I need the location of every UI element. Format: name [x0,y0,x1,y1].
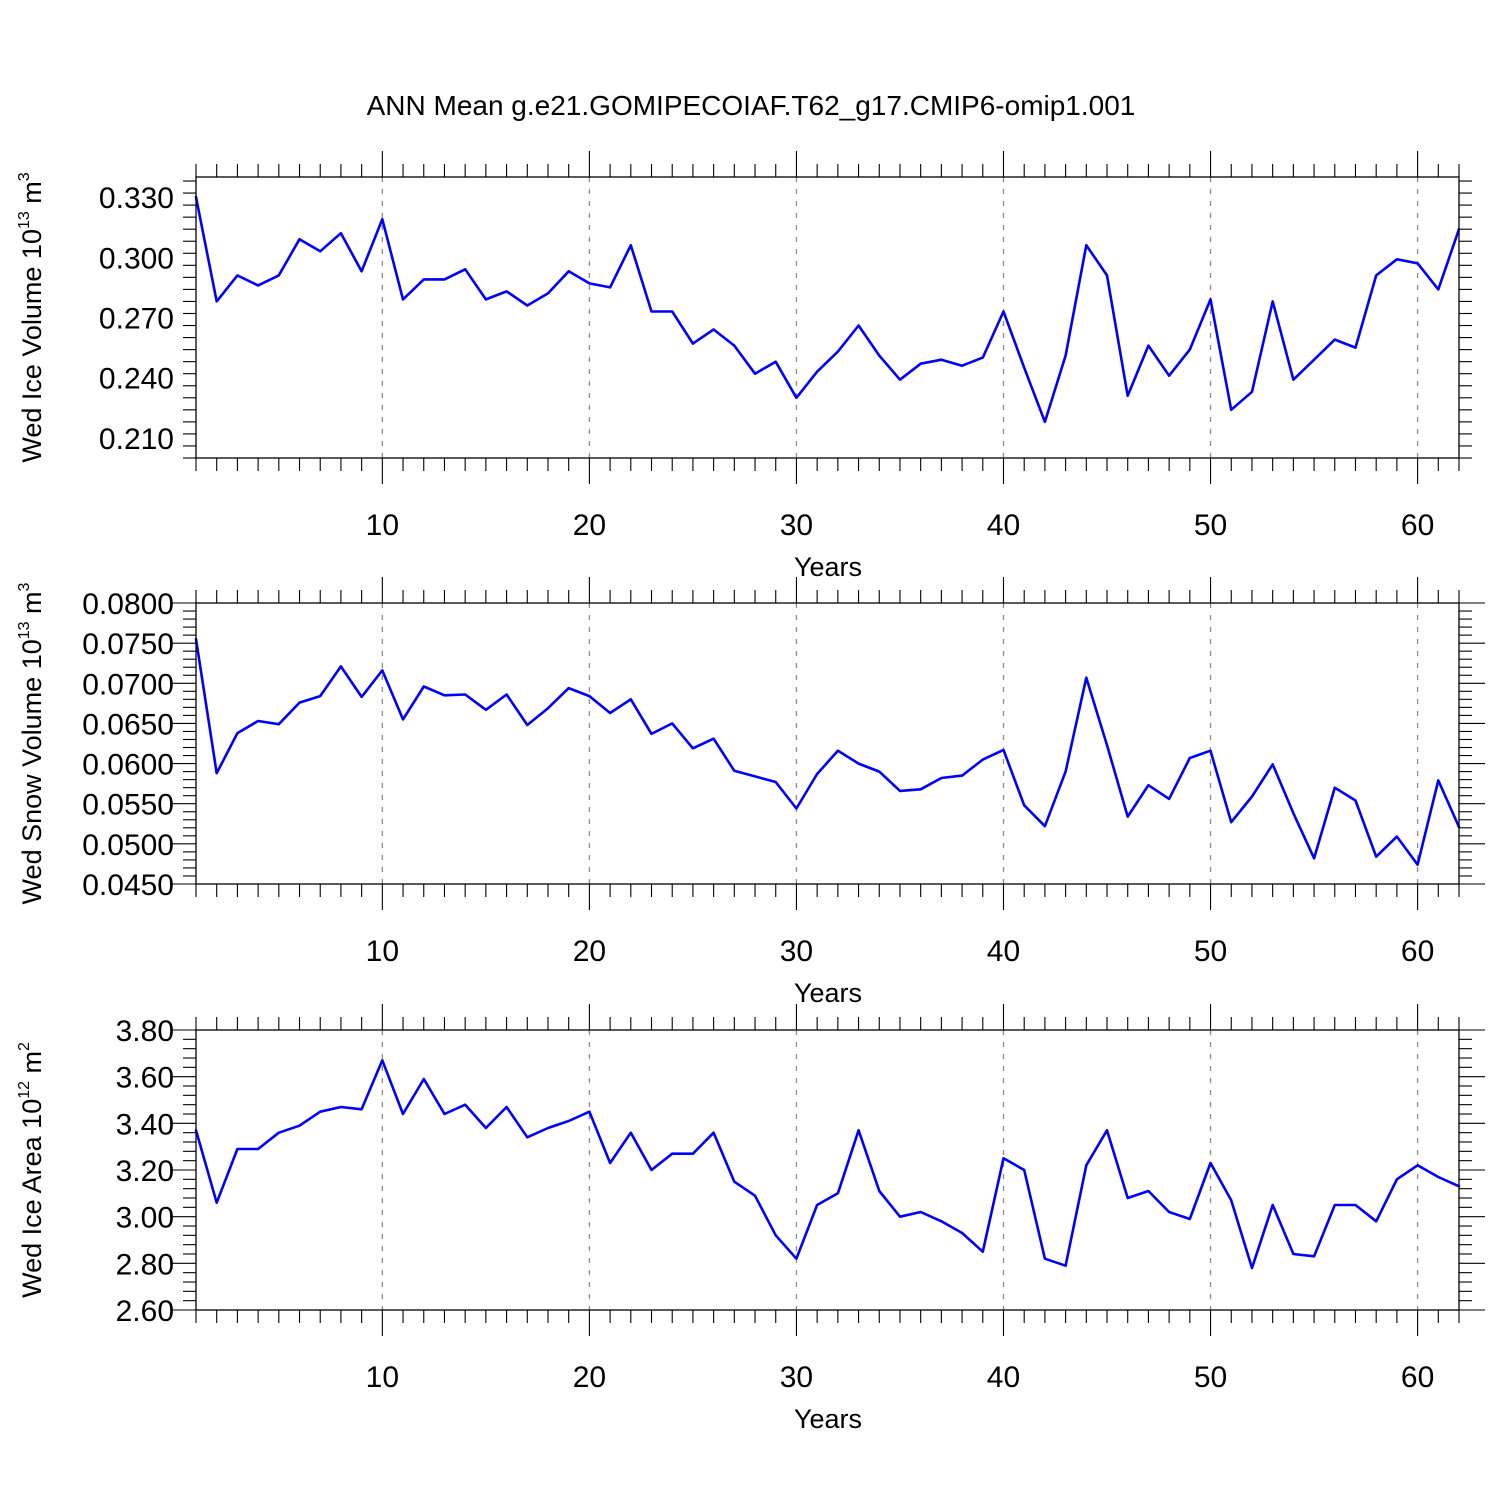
snow-volume-ytick-label: 0.0700 [82,668,174,701]
ice-volume-plot-frame [195,176,1460,459]
chart-ice-volume: 0.210 0.240 0.270 0.300 0.330 10 20 30 40 50 60 Yea… [16,151,1472,582]
ice-area-ytick-label: 3.00 [116,1202,174,1235]
ice-area-series-line [194,1059,1461,1270]
ice-volume-series-line [194,195,1461,424]
chart-ice-area: 2.60 2.80 3.00 3.20 3.40 3.60 3.80 10 20 30 40 50 60… [16,1004,1485,1434]
snow-volume-y-axis-label: Wed Snow Volume 1013 m3 [16,582,47,904]
ice-area-ytick-label: 3.40 [116,1108,174,1141]
ice-area-plot-frame [195,1029,1460,1311]
snow-volume-ytick-label: 0.0800 [82,588,174,621]
snow-volume-ytick-label: 0.0750 [82,628,174,661]
snow-volume-ytick-label: 0.0600 [82,749,174,782]
ice-volume-xtick-label: 20 [573,509,606,542]
ice-area-xtick-label: 40 [987,1361,1020,1394]
snow-volume-plot-frame [195,602,1460,885]
chart-snow-volume: 0.0450 0.0500 0.0550 0.0600 0.0650 0.0700 0.07… [16,577,1485,1008]
ice-volume-xtick-label: 50 [1194,509,1227,542]
snow-volume-xtick-label: 60 [1401,935,1434,968]
ice-area-ytick-label: 3.20 [116,1155,174,1188]
ice-volume-x-axis-label: Years [794,552,862,582]
ice-area-xtick-label: 20 [573,1361,606,1394]
ice-volume-xtick-label: 30 [780,509,813,542]
ice-area-xtick-label: 60 [1401,1361,1434,1394]
snow-volume-x-axis-label: Years [794,978,862,1008]
ice-volume-ytick-label: 0.210 [99,423,174,456]
snow-volume-series-line [194,637,1461,866]
ice-area-x-axis-label: Years [794,1404,862,1434]
snow-volume-xtick-label: 20 [573,935,606,968]
ice-area-ytick-label: 2.60 [116,1295,174,1328]
panels: 0.210 0.240 0.270 0.300 0.330 10 20 30 40 50 60 Yea… [16,151,1485,1434]
ice-area-ytick-label: 3.80 [116,1015,174,1048]
ice-area-xtick-label: 50 [1194,1361,1227,1394]
ice-volume-xtick-label: 10 [366,509,399,542]
ice-area-xtick-label: 30 [780,1361,813,1394]
ice-volume-ytick-label: 0.300 [99,242,174,275]
ice-volume-xtick-label: 60 [1401,509,1434,542]
figure-title: ANN Mean g.e21.GOMIPECOIAF.T62_g17.CMIP6… [367,90,1136,121]
ice-volume-ytick-label: 0.270 [99,303,174,336]
snow-volume-xtick-label: 10 [366,935,399,968]
ice-area-ytick-label: 3.60 [116,1062,174,1095]
snow-volume-ytick-label: 0.0650 [82,708,174,741]
snow-volume-ytick-label: 0.0550 [82,789,174,822]
snow-volume-xtick-label: 30 [780,935,813,968]
ice-area-y-axis-label: Wed Ice Area 1012 m2 [16,1042,47,1298]
snow-volume-ytick-label: 0.0500 [82,829,174,862]
ice-volume-y-axis-label: Wed Ice Volume 1013 m3 [16,172,47,462]
ice-area-xtick-label: 10 [366,1361,399,1394]
ice-volume-ytick-label: 0.240 [99,363,174,396]
ice-area-ytick-label: 2.80 [116,1248,174,1281]
snow-volume-xtick-label: 40 [987,935,1020,968]
ice-volume-ytick-label: 0.330 [99,182,174,215]
snow-volume-ytick-label: 0.0450 [82,869,174,902]
snow-volume-xtick-label: 50 [1194,935,1227,968]
ice-volume-xtick-label: 40 [987,509,1020,542]
